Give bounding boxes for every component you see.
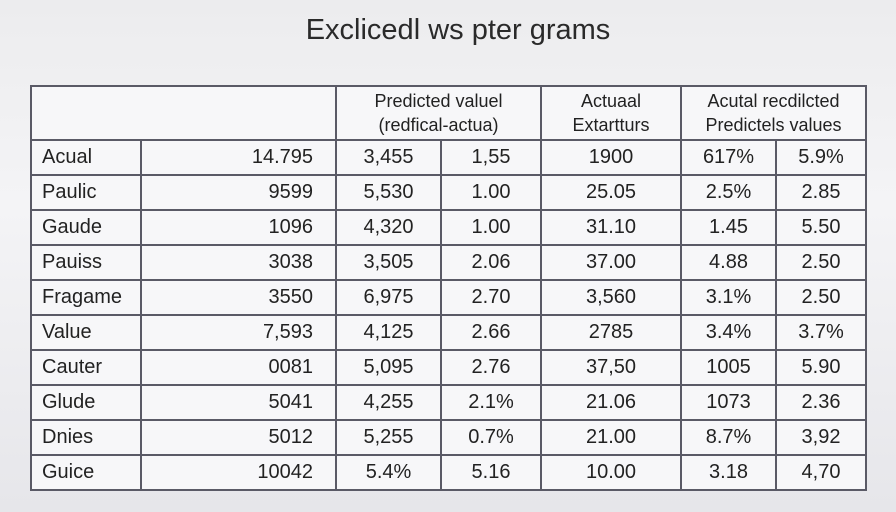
row-label: Fragame: [30, 279, 142, 316]
table-cell: 5.16: [439, 454, 543, 491]
table-cell: 3.1%: [680, 279, 778, 316]
table-cell: 10042: [140, 454, 337, 491]
table-cell: 1,55: [439, 139, 543, 176]
header-cell: [30, 85, 337, 141]
table-cell: 3550: [140, 279, 337, 316]
table-cell: 2.50: [775, 244, 868, 281]
table-cell: 4,70: [775, 454, 868, 491]
table-cell: 1.45: [680, 209, 778, 246]
table-cell: 3.7%: [775, 314, 868, 351]
table-cell: 2.06: [439, 244, 543, 281]
table-cell: 3,92: [775, 419, 868, 456]
table-cell: 7,593: [140, 314, 337, 351]
table-cell: 10.00: [540, 454, 683, 491]
table-cell: 37.00: [540, 244, 683, 281]
table-cell: 3,560: [540, 279, 683, 316]
table-cell: 2785: [540, 314, 683, 351]
table-cell: 0.7%: [439, 419, 543, 456]
table-cell: 9599: [140, 174, 337, 211]
table-row: Fragame 3550 6,975 2.70 3,560 3.1% 2.50: [30, 279, 868, 316]
table-row: Value 7,593 4,125 2.66 2785 3.4% 3.7%: [30, 314, 868, 351]
header-line: (redfical-actua): [378, 115, 499, 135]
table-cell: 14.795: [140, 139, 337, 176]
table-cell: 37,50: [540, 349, 683, 386]
table-body: Acual 14.795 3,455 1,55 1900 617% 5.9% Paulic 95…: [30, 139, 868, 491]
table-row: Gaude 1096 4,320 1.00 31.10 1.45 5.50: [30, 209, 868, 246]
table-cell: 6,975: [335, 279, 442, 316]
table-cell: 4,320: [335, 209, 442, 246]
table-cell: 25.05: [540, 174, 683, 211]
row-label: Gaude: [30, 209, 142, 246]
header-cell: Acutal recdilcted Predictels values: [680, 85, 868, 141]
table-row: Cauter 0081 5,095 2.76 37,50 1005 5.90: [30, 349, 868, 386]
row-label: Guice: [30, 454, 142, 491]
table-row: Pauiss 3038 3,505 2.06 37.00 4.88 2.50: [30, 244, 868, 281]
table-cell: 1.00: [439, 174, 543, 211]
header-line: Predicted valuel: [374, 91, 503, 111]
header-line: Acutal recdilcted: [707, 91, 840, 111]
table-row: Guice 10042 5.4% 5.16 10.00 3.18 4,70: [30, 454, 868, 491]
table-cell: 31.10: [540, 209, 683, 246]
table-cell: 2.1%: [439, 384, 543, 421]
table-cell: 5012: [140, 419, 337, 456]
table-cell: 1096: [140, 209, 337, 246]
row-label: Cauter: [30, 349, 142, 386]
table-cell: 3.18: [680, 454, 778, 491]
table-cell: 8.7%: [680, 419, 778, 456]
table-cell: 0081: [140, 349, 337, 386]
table-cell: 2.50: [775, 279, 868, 316]
header-line: Predictels values: [705, 115, 842, 135]
header-line: Actuaal: [580, 91, 642, 111]
table-cell: 2.66: [439, 314, 543, 351]
table-cell: 2.76: [439, 349, 543, 386]
table-cell: 5,530: [335, 174, 442, 211]
table-cell: 3,505: [335, 244, 442, 281]
row-label: Pauiss: [30, 244, 142, 281]
table-cell: 1.00: [439, 209, 543, 246]
header-cell: Actuaal Extartturs: [540, 85, 683, 141]
table: Predicted valuel (redfical-actua) Actuaal…: [30, 85, 868, 491]
table-cell: 21.06: [540, 384, 683, 421]
table-cell: 5,255: [335, 419, 442, 456]
title: Exclicedl ws pter grams: [305, 14, 611, 46]
table-cell: 2.36: [775, 384, 868, 421]
header-cell: Predicted valuel (redfical-actua): [334, 85, 543, 141]
table-row: Glude 5041 4,255 2.1% 21.06 1073 2.36: [30, 384, 868, 421]
header-line: Extartturs: [572, 115, 650, 135]
table-row: Paulic 9599 5,530 1.00 25.05 2.5% 2.85: [30, 174, 868, 211]
table-cell: 5041: [140, 384, 337, 421]
table-row: Acual 14.795 3,455 1,55 1900 617% 5.9%: [30, 139, 868, 176]
row-label: Dnies: [30, 419, 142, 456]
table-cell: 2.70: [439, 279, 543, 316]
table-cell: 1073: [680, 384, 778, 421]
table-cell: 3038: [140, 244, 337, 281]
table-cell: 2.85: [775, 174, 868, 211]
table-cell: 5.90: [775, 349, 868, 386]
table-cell: 4.88: [680, 244, 778, 281]
table-cell: 21.00: [540, 419, 683, 456]
table-cell: 5.4%: [335, 454, 442, 491]
header-row: Predicted valuel (redfical-actua) Actuaal…: [30, 85, 868, 141]
table-row: Dnies 5012 5,255 0.7% 21.00 8.7% 3,92: [30, 419, 868, 456]
table-cell: 3,455: [335, 139, 442, 176]
table-cell: 2.5%: [680, 174, 778, 211]
table-cell: 4,125: [335, 314, 442, 351]
table-cell: 5,095: [335, 349, 442, 386]
table-cell: 5.50: [775, 209, 868, 246]
table-cell: 3.4%: [680, 314, 778, 351]
table-cell: 1005: [680, 349, 778, 386]
table-cell: 1900: [540, 139, 683, 176]
row-label: Paulic: [30, 174, 142, 211]
table-cell: 5.9%: [775, 139, 868, 176]
row-label: Glude: [30, 384, 142, 421]
table-cell: 4,255: [335, 384, 442, 421]
row-label: Acual: [30, 139, 142, 176]
table-cell: 617%: [680, 139, 778, 176]
row-label: Value: [30, 314, 142, 351]
